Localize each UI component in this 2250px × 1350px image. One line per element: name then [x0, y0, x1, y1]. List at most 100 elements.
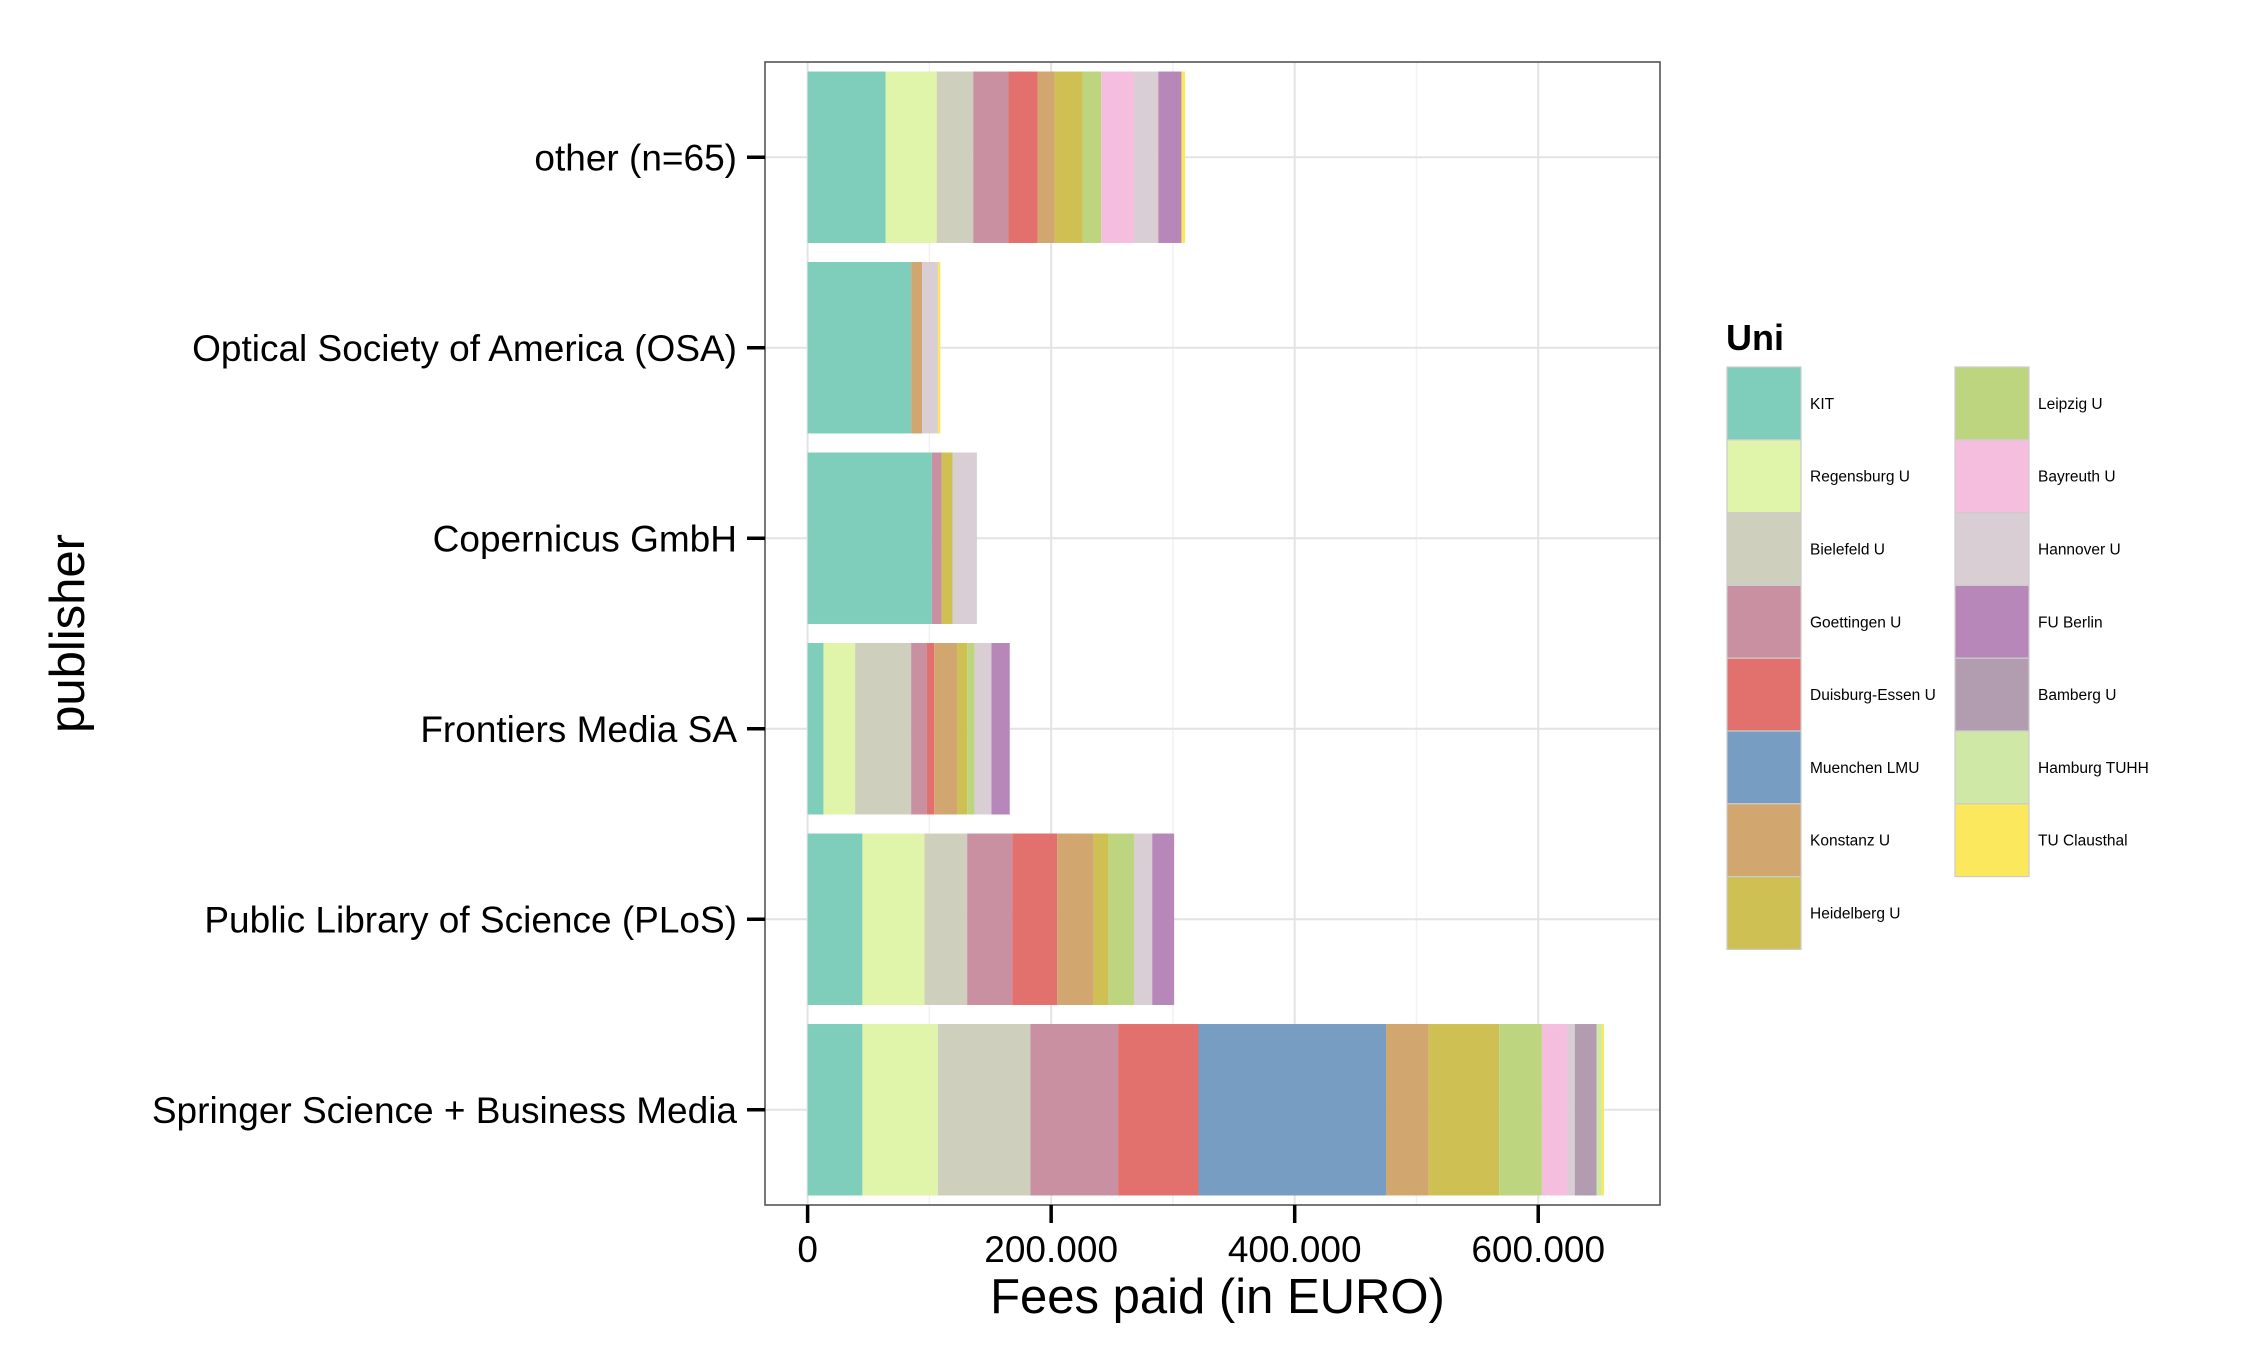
- bar-segment: [931, 452, 942, 624]
- legend-item: Regensburg U: [1726, 439, 1910, 514]
- category-label: Public Library of Science (PLoS): [204, 899, 737, 940]
- legend-item: Bielefeld U: [1726, 511, 1885, 586]
- legend-item: Goettingen U: [1726, 584, 1901, 659]
- bar-segment: [1057, 833, 1094, 1005]
- legend-item: Hannover U: [1954, 511, 2121, 586]
- bar-segment: [941, 452, 953, 624]
- bar-segment: [1567, 1024, 1575, 1196]
- legend-swatch: [1954, 511, 2030, 586]
- bar-segment: [1118, 1024, 1199, 1196]
- bar-segment: [1428, 1024, 1500, 1196]
- legend-swatch: [1954, 803, 2030, 878]
- bar-segment: [967, 833, 1013, 1005]
- bar-segment: [862, 833, 925, 1005]
- legend-swatch: [1954, 439, 2030, 514]
- x-tick-label: 400.000: [1228, 1229, 1362, 1270]
- legend-item: FU Berlin: [1954, 584, 2103, 659]
- bar-segment: [1108, 833, 1134, 1005]
- category-label: Frontiers Media SA: [420, 709, 737, 750]
- legend-item: Bamberg U: [1954, 657, 2116, 732]
- legend-label: Muenchen LMU: [1810, 760, 1919, 777]
- legend-title: Uni: [1726, 317, 1784, 358]
- bar-segment: [1152, 833, 1175, 1005]
- bar-segment: [922, 262, 938, 434]
- legend-label: TU Clausthal: [2038, 833, 2128, 850]
- legend-label: KIT: [1810, 396, 1835, 413]
- legend-swatch: [1726, 584, 1802, 659]
- x-tick-label: 200.000: [984, 1229, 1118, 1270]
- legend-label: Heidelberg U: [1810, 906, 1900, 923]
- legend-item: Leipzig U: [1954, 366, 2103, 441]
- category-label: Optical Society of America (OSA): [192, 328, 737, 369]
- bar-segment: [1158, 71, 1182, 243]
- legend-swatch: [1954, 730, 2030, 805]
- bar-segment: [1574, 1024, 1597, 1196]
- bar-segment: [1030, 1024, 1119, 1196]
- bar-segment: [885, 71, 937, 243]
- bar-segment: [1386, 1024, 1429, 1196]
- bar-segment: [926, 643, 935, 815]
- bar-segment: [1012, 833, 1058, 1005]
- bar-stack: [807, 1024, 1604, 1196]
- bar-segment: [807, 643, 824, 815]
- legend-label: FU Berlin: [2038, 614, 2103, 631]
- legend-swatch: [1726, 657, 1802, 732]
- bar-segment: [1541, 1024, 1568, 1196]
- bar-segment: [952, 452, 977, 624]
- category-label: other (n=65): [534, 137, 737, 178]
- bar-segment: [1008, 71, 1038, 243]
- legend-swatch: [1726, 366, 1802, 441]
- legend-swatch: [1954, 584, 2030, 659]
- bar-segment: [807, 452, 932, 624]
- bar-segment: [936, 71, 974, 243]
- legend-label: Duisburg-Essen U: [1810, 687, 1936, 704]
- x-axis-title: Fees paid (in EURO): [990, 1270, 1445, 1324]
- bar-segment: [911, 643, 927, 815]
- bar-segment: [862, 1024, 938, 1196]
- legend-label: Goettingen U: [1810, 614, 1901, 631]
- legend-item: Hamburg TUHH: [1954, 730, 2149, 805]
- legend-label: Bayreuth U: [2038, 469, 2116, 486]
- legend-swatch: [1954, 366, 2030, 441]
- bar-segment: [807, 262, 912, 434]
- bar-segment: [911, 262, 923, 434]
- legend-label: Leipzig U: [2038, 396, 2103, 413]
- bar-segment: [1499, 1024, 1542, 1196]
- bar-segment: [807, 1024, 863, 1196]
- bar-segment: [1133, 71, 1159, 243]
- legend-label: Konstanz U: [1810, 833, 1890, 850]
- bar-segment: [1037, 71, 1055, 243]
- bar-segment: [1198, 1024, 1387, 1196]
- bar-segment: [1101, 71, 1134, 243]
- bar-segment: [1093, 833, 1109, 1005]
- bars-layer: [807, 71, 1604, 1196]
- bar-segment: [807, 833, 863, 1005]
- bar-segment: [957, 643, 968, 815]
- bar-segment: [937, 262, 941, 434]
- bar-segment: [967, 643, 975, 815]
- legend-label: Hannover U: [2038, 542, 2121, 559]
- bar-segment: [937, 1024, 1031, 1196]
- x-tick-label: 0: [797, 1229, 818, 1270]
- bar-segment: [924, 833, 968, 1005]
- bar-segment: [1601, 1024, 1604, 1196]
- legend-swatch: [1726, 803, 1802, 878]
- legend-item: Heidelberg U: [1726, 875, 1900, 950]
- x-tick-label: 600.000: [1471, 1229, 1605, 1270]
- legend-item: Duisburg-Essen U: [1726, 657, 1936, 732]
- bar-segment: [1133, 833, 1153, 1005]
- legend-label: Regensburg U: [1810, 469, 1910, 486]
- legend-label: Bamberg U: [2038, 687, 2116, 704]
- bar-stack: [807, 643, 1010, 815]
- legend-item: TU Clausthal: [1954, 803, 2128, 878]
- legend-swatch: [1726, 511, 1802, 586]
- bar-segment: [1596, 1024, 1602, 1196]
- category-axis: other (n=65) Optical Society of America (…: [152, 137, 765, 1131]
- category-label: Springer Science + Business Media: [152, 1090, 738, 1131]
- legend-swatch: [1726, 875, 1802, 950]
- legend-swatch: [1726, 439, 1802, 514]
- legend-item: Konstanz U: [1726, 803, 1890, 878]
- bar-segment: [1054, 71, 1083, 243]
- y-axis-title: publisher: [41, 534, 95, 733]
